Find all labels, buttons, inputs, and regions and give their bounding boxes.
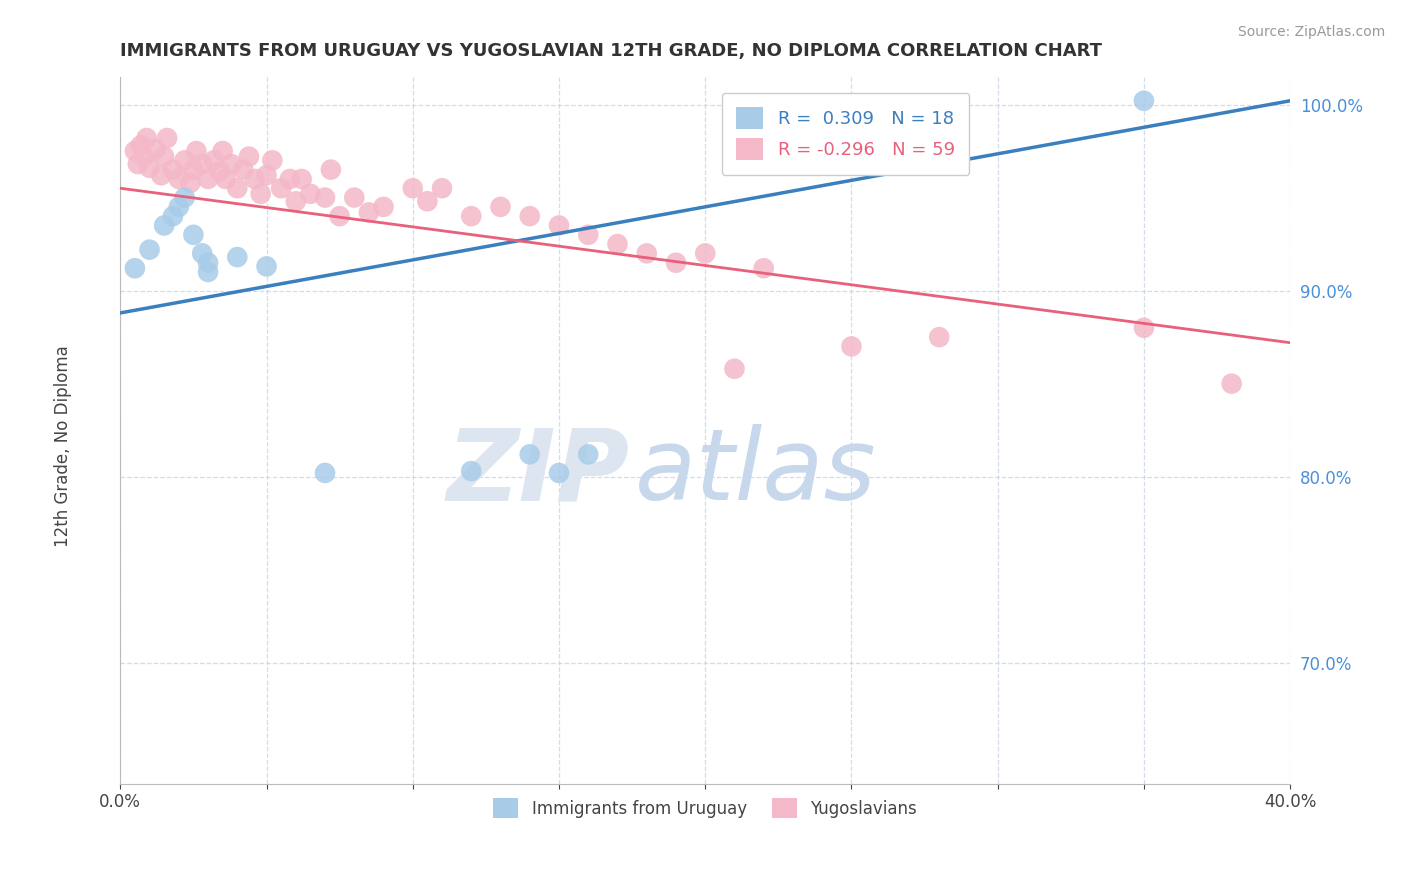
Point <box>153 219 176 233</box>
Point <box>138 243 160 257</box>
Point <box>1220 376 1243 391</box>
Point <box>343 190 366 204</box>
Point <box>1133 94 1156 108</box>
Point <box>319 162 342 177</box>
Point <box>430 181 453 195</box>
Text: IMMIGRANTS FROM URUGUAY VS YUGOSLAVIAN 12TH GRADE, NO DIPLOMA CORRELATION CHART: IMMIGRANTS FROM URUGUAY VS YUGOSLAVIAN 1… <box>121 42 1102 60</box>
Point <box>183 227 205 242</box>
Point <box>232 162 254 177</box>
Point <box>314 466 336 480</box>
Point <box>291 172 314 186</box>
Point <box>460 464 482 478</box>
Point <box>606 237 628 252</box>
Text: atlas: atlas <box>636 424 877 521</box>
Point <box>270 181 292 195</box>
Point <box>226 250 249 264</box>
Point <box>197 255 219 269</box>
Point <box>416 194 439 209</box>
Text: ZIP: ZIP <box>446 424 630 521</box>
Point <box>153 150 176 164</box>
Point <box>202 153 225 168</box>
Point <box>284 194 307 209</box>
Point <box>208 164 231 178</box>
Point <box>135 131 157 145</box>
Point <box>191 246 214 260</box>
Point <box>127 157 149 171</box>
Point <box>138 161 160 175</box>
Legend: Immigrants from Uruguay, Yugoslavians: Immigrants from Uruguay, Yugoslavians <box>486 791 924 825</box>
Point <box>191 157 214 171</box>
Point <box>357 205 380 219</box>
Point <box>299 186 322 201</box>
Point <box>173 153 195 168</box>
Point <box>156 131 179 145</box>
Point <box>489 200 512 214</box>
Point <box>576 227 599 242</box>
Point <box>460 209 482 223</box>
Point <box>243 172 266 186</box>
Point <box>124 261 146 276</box>
Point <box>173 190 195 204</box>
Point <box>183 162 205 177</box>
Point <box>723 361 745 376</box>
Point <box>214 172 236 186</box>
Point <box>262 153 284 168</box>
Point <box>221 157 243 171</box>
Point <box>576 447 599 461</box>
Point <box>314 190 336 204</box>
Point <box>186 144 208 158</box>
Point <box>226 181 249 195</box>
Point <box>124 144 146 158</box>
Point <box>197 172 219 186</box>
Point <box>256 168 278 182</box>
Point <box>132 150 155 164</box>
Point <box>179 176 201 190</box>
Point <box>695 246 717 260</box>
Point <box>402 181 425 195</box>
Text: 12th Grade, No Diploma: 12th Grade, No Diploma <box>55 345 72 547</box>
Point <box>841 339 863 353</box>
Point <box>256 260 278 274</box>
Point <box>150 168 173 182</box>
Point <box>548 466 571 480</box>
Point <box>519 209 541 223</box>
Point <box>329 209 352 223</box>
Point <box>928 330 950 344</box>
Point <box>752 261 775 276</box>
Point <box>548 219 571 233</box>
Point <box>636 246 658 260</box>
Point <box>1133 321 1156 335</box>
Point <box>145 142 167 156</box>
Point <box>167 172 190 186</box>
Point <box>167 200 190 214</box>
Point <box>238 150 260 164</box>
Point <box>278 172 301 186</box>
Point <box>162 209 184 223</box>
Point <box>665 255 688 269</box>
Text: Source: ZipAtlas.com: Source: ZipAtlas.com <box>1237 25 1385 39</box>
Point <box>197 265 219 279</box>
Point <box>519 447 541 461</box>
Point <box>162 162 184 177</box>
Point <box>211 144 233 158</box>
Point <box>249 186 271 201</box>
Point <box>373 200 395 214</box>
Point <box>129 138 152 153</box>
